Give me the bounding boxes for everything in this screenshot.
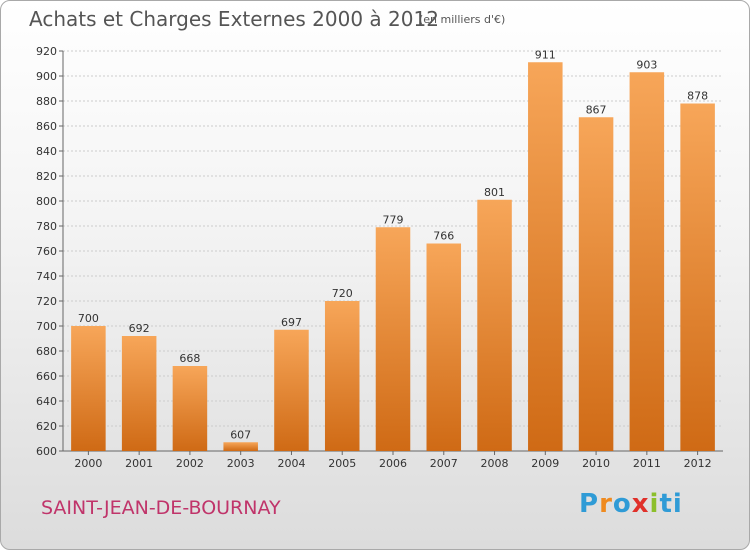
proxiti-logo: Proxiti — [579, 489, 683, 519]
bar — [426, 243, 462, 451]
y-tick-label: 700 — [36, 320, 57, 333]
y-tick-label: 680 — [36, 345, 57, 358]
x-tick-label: 2012 — [684, 457, 712, 470]
y-tick-label: 620 — [36, 420, 57, 433]
value-label: 607 — [230, 428, 251, 441]
x-tick-label: 2006 — [379, 457, 407, 470]
x-tick-label: 2001 — [125, 457, 153, 470]
x-tick-label: 2010 — [582, 457, 610, 470]
x-tick-label: 2011 — [633, 457, 661, 470]
value-label: 911 — [535, 48, 556, 61]
value-label: 697 — [281, 316, 302, 329]
bar — [71, 326, 106, 451]
x-tick-label: 2000 — [74, 457, 102, 470]
y-tick-label: 740 — [36, 270, 57, 283]
y-tick-label: 660 — [36, 370, 57, 383]
x-tick-label: 2003 — [227, 457, 255, 470]
y-tick-label: 720 — [36, 295, 57, 308]
bar — [629, 72, 665, 451]
bar — [172, 366, 208, 451]
commune-name: SAINT-JEAN-DE-BOURNAY — [41, 497, 281, 519]
y-tick-label: 760 — [36, 245, 57, 258]
x-tick-label: 2008 — [481, 457, 509, 470]
value-label: 668 — [179, 352, 200, 365]
x-tick-label: 2002 — [176, 457, 204, 470]
value-label: 700 — [78, 312, 99, 325]
bar — [680, 103, 715, 451]
value-label: 766 — [433, 230, 454, 243]
x-tick-label: 2004 — [277, 457, 305, 470]
bar — [375, 227, 411, 451]
y-tick-label: 600 — [36, 445, 57, 458]
value-label: 878 — [687, 90, 708, 103]
y-tick-label: 780 — [36, 220, 57, 233]
chart-title: Achats et Charges Externes 2000 à 2012 — [29, 7, 439, 31]
y-tick-label: 840 — [36, 145, 57, 158]
y-tick-label: 920 — [36, 45, 57, 58]
x-tick-label: 2005 — [328, 457, 356, 470]
y-tick-label: 820 — [36, 170, 57, 183]
bar — [477, 199, 512, 451]
bar — [324, 301, 360, 451]
x-tick-label: 2009 — [531, 457, 559, 470]
x-tick-label: 2007 — [430, 457, 458, 470]
y-tick-label: 640 — [36, 395, 57, 408]
bar — [223, 442, 258, 451]
y-tick-label: 900 — [36, 70, 57, 83]
value-label: 720 — [332, 287, 353, 300]
value-label: 903 — [636, 58, 657, 71]
bar — [274, 329, 309, 451]
y-tick-label: 860 — [36, 120, 57, 133]
value-label: 867 — [586, 103, 607, 116]
y-tick-label: 880 — [36, 95, 57, 108]
unit-note: (en milliers d'€) — [419, 13, 506, 26]
y-tick-label: 800 — [36, 195, 57, 208]
bar — [578, 117, 614, 451]
value-label: 801 — [484, 186, 505, 199]
value-label: 779 — [383, 213, 404, 226]
value-label: 692 — [129, 322, 150, 335]
bar — [528, 62, 563, 451]
bar — [121, 336, 157, 451]
